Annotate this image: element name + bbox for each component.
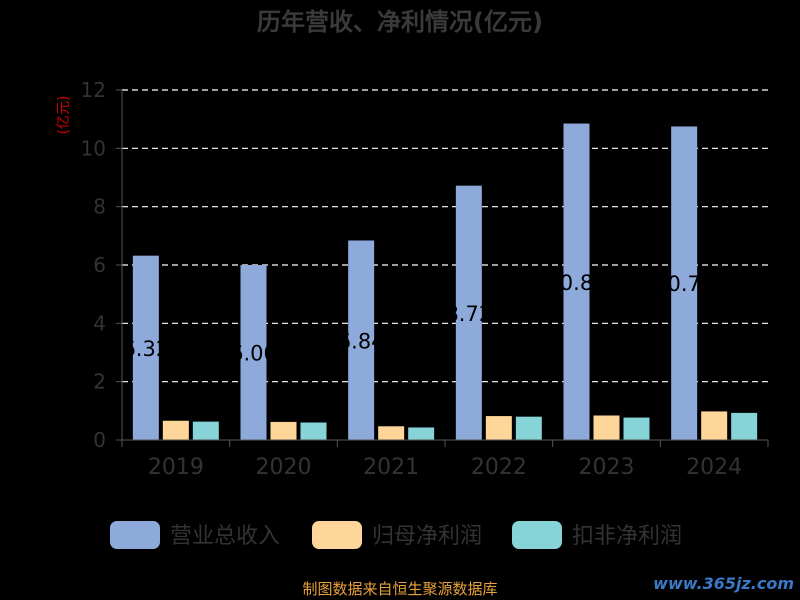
x-tick-label: 2023	[579, 455, 635, 480]
bar-2023-series-2	[623, 417, 650, 440]
data-labels: 6.32 6.00 6.84 8.72 10.85 10.75	[122, 271, 714, 366]
legend-label-2: 扣非净利润	[572, 524, 682, 549]
bar-2024-series-1	[701, 411, 728, 440]
bar-2022-series-1	[485, 416, 512, 440]
data-label-2022: 8.72	[445, 302, 492, 326]
bar-2023-series-0	[563, 123, 590, 441]
x-tick-label: 2022	[471, 455, 527, 480]
bar-2022-series-2	[515, 416, 542, 440]
y-tick-label: 10	[81, 136, 106, 160]
bar-2021-series-1	[378, 426, 405, 440]
y-tick-label: 6	[93, 253, 106, 277]
bar-2021-series-0	[348, 240, 375, 440]
x-axis: 2019 2020 2021 2022 2023 2024	[121, 90, 769, 480]
x-tick-label: 2024	[686, 455, 742, 480]
x-tick-label: 2021	[363, 455, 419, 480]
bar-2019-series-1	[162, 420, 189, 440]
y-tick-label: 8	[93, 195, 106, 219]
y-axis-ticks: 0 2 4 6 8 10 12	[81, 78, 122, 452]
data-label-2023: 10.85	[546, 271, 606, 295]
bar-2024-series-2	[731, 412, 758, 440]
data-label-2021: 6.84	[338, 329, 385, 353]
chart-title: 历年营收、净利情况(亿元)	[257, 8, 543, 36]
legend: 营业总收入 归母净利润 扣非净利润	[110, 521, 682, 549]
legend-label-0: 营业总收入	[170, 524, 280, 549]
legend-swatch-0	[110, 521, 160, 549]
bar-2020-series-2	[300, 422, 327, 440]
x-tick-label: 2019	[148, 455, 204, 480]
data-label-2024: 10.75	[654, 272, 714, 296]
bar-2019-series-2	[192, 421, 219, 440]
y-tick-label: 12	[81, 78, 106, 102]
watermark: www.365jz.com	[653, 574, 794, 593]
gridlines	[122, 89, 768, 383]
legend-swatch-1	[312, 521, 362, 549]
data-label-2020: 6.00	[230, 342, 277, 366]
legend-label-1: 归母净利润	[372, 524, 482, 549]
bar-2021-series-2	[408, 427, 435, 440]
legend-swatch-2	[512, 521, 562, 549]
bar-2023-series-1	[593, 415, 620, 440]
bar-2022-series-0	[455, 185, 482, 440]
y-tick-label: 2	[93, 370, 106, 394]
data-source-note: 制图数据来自恒生聚源数据库	[302, 580, 498, 598]
y-axis-label: (亿元)	[56, 96, 72, 135]
bar-2024-series-0	[671, 126, 698, 440]
x-tick-label: 2020	[256, 455, 312, 480]
bar-2019-series-0	[132, 255, 159, 440]
bar-2020-series-1	[270, 421, 297, 440]
y-tick-label: 0	[93, 428, 106, 452]
y-tick-label: 4	[93, 311, 106, 335]
data-label-2019: 6.32	[122, 337, 169, 361]
bar-2020-series-0	[240, 265, 267, 440]
bars	[132, 123, 758, 441]
